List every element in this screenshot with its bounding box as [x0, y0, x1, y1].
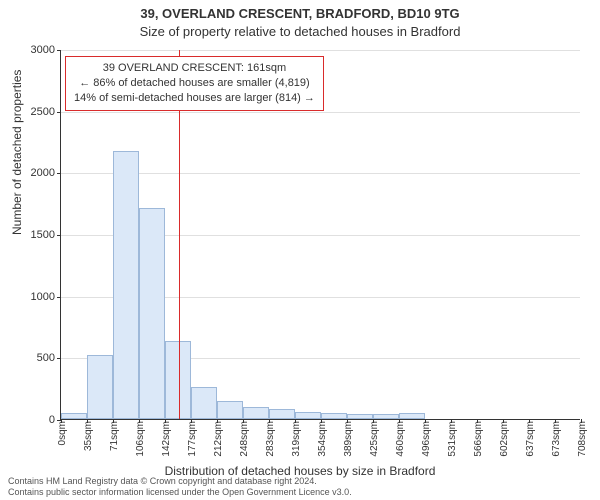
x-tick-label: 142sqm: [161, 419, 172, 457]
x-tick-label: 531sqm: [447, 419, 458, 457]
histogram-bar: [113, 151, 139, 419]
x-tick-label: 0sqm: [57, 419, 68, 445]
gridline: [61, 50, 580, 51]
chart-subtitle: Size of property relative to detached ho…: [0, 24, 600, 39]
footer-line-2: Contains public sector information licen…: [8, 487, 352, 498]
x-tick-label: 708sqm: [577, 419, 588, 457]
footer-line-1: Contains HM Land Registry data © Crown c…: [8, 476, 352, 487]
info-box-line-3: 14% of semi-detached houses are larger (…: [74, 91, 315, 106]
histogram-bar: [87, 355, 113, 419]
histogram-bar: [295, 412, 321, 419]
info-box-line-2: ← 86% of detached houses are smaller (4,…: [74, 76, 315, 91]
x-tick-label: 35sqm: [83, 419, 94, 451]
x-tick-label: 212sqm: [213, 419, 224, 457]
y-tick-label: 500: [37, 352, 61, 364]
gridline: [61, 112, 580, 113]
x-tick-label: 319sqm: [291, 419, 302, 457]
plot-area: 0500100015002000250030000sqm35sqm71sqm10…: [60, 50, 580, 420]
x-tick-label: 71sqm: [109, 419, 120, 451]
chart-container: 39, OVERLAND CRESCENT, BRADFORD, BD10 9T…: [0, 0, 600, 500]
info-box-line-1: 39 OVERLAND CRESCENT: 161sqm: [74, 61, 315, 76]
x-tick-label: 389sqm: [343, 419, 354, 457]
y-tick-label: 2000: [31, 167, 61, 179]
x-tick-label: 106sqm: [135, 419, 146, 457]
x-tick-label: 496sqm: [421, 419, 432, 457]
y-tick-label: 1500: [31, 229, 61, 241]
x-tick-label: 566sqm: [473, 419, 484, 457]
histogram-bar: [217, 401, 243, 420]
x-tick-label: 425sqm: [369, 419, 380, 457]
y-tick-label: 2500: [31, 106, 61, 118]
histogram-bar: [165, 341, 191, 419]
histogram-bar: [269, 409, 295, 419]
x-tick-label: 602sqm: [499, 419, 510, 457]
x-tick-label: 460sqm: [395, 419, 406, 457]
y-tick-label: 1000: [31, 291, 61, 303]
x-tick-label: 283sqm: [265, 419, 276, 457]
x-tick-label: 637sqm: [525, 419, 536, 457]
chart-title: 39, OVERLAND CRESCENT, BRADFORD, BD10 9T…: [0, 6, 600, 21]
histogram-bar: [243, 407, 269, 419]
y-axis-label: Number of detached properties: [10, 70, 24, 235]
histogram-bar: [191, 387, 217, 419]
y-tick-label: 3000: [31, 44, 61, 56]
x-tick-label: 354sqm: [317, 419, 328, 457]
x-tick-label: 248sqm: [239, 419, 250, 457]
marker-info-box: 39 OVERLAND CRESCENT: 161sqm ← 86% of de…: [65, 56, 324, 111]
footer-attribution: Contains HM Land Registry data © Crown c…: [8, 476, 352, 498]
histogram-bar: [139, 208, 165, 419]
x-tick-label: 177sqm: [187, 419, 198, 457]
x-tick-label: 673sqm: [551, 419, 562, 457]
